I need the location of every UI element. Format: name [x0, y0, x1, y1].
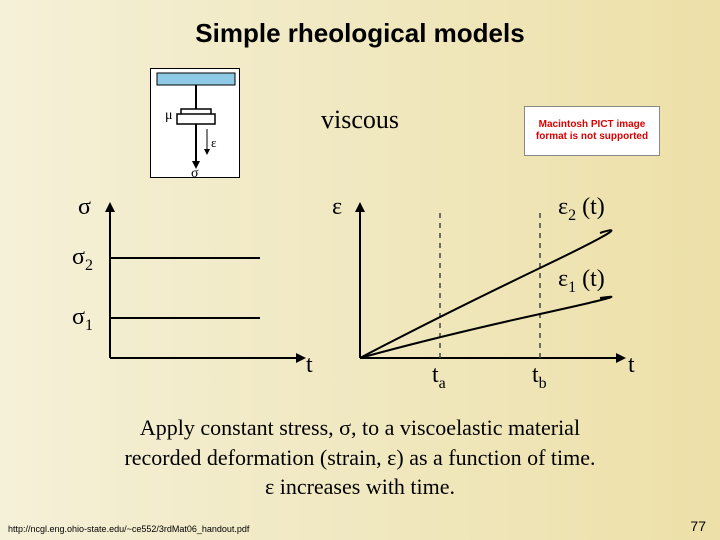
svg-text:ε: ε: [211, 135, 217, 150]
ta-label: ta: [432, 362, 446, 393]
body-text: Apply constant stress, σ, to a viscoelas…: [0, 413, 720, 502]
stress-t-label: t: [306, 352, 313, 379]
eps-axis-label: ε: [332, 194, 342, 221]
pict-error-text: Macintosh PICT image format is not suppo…: [525, 119, 659, 143]
graphs-svg: [0, 188, 720, 398]
graphs-area: σ σ2 σ1 t ε ε2 (t) ε1 (t) ta tb t: [0, 188, 720, 398]
svg-text:μ: μ: [165, 108, 173, 123]
pict-error-box: Macintosh PICT image format is not suppo…: [524, 106, 660, 156]
svg-text:σ: σ: [191, 166, 199, 179]
dashpot-diagram: μ ε σ: [150, 68, 240, 178]
slide-title: Simple rheological models: [0, 0, 720, 49]
sigma2-label: σ2: [72, 244, 93, 275]
sigma1-label: σ1: [72, 304, 93, 335]
eps2-label: ε2 (t): [558, 194, 605, 225]
sigma-axis-label: σ: [78, 194, 91, 221]
strain-t-label: t: [628, 352, 635, 379]
page-number: 77: [690, 518, 706, 534]
footer-url: http://ncgl.eng.ohio-state.edu/~ce552/3r…: [8, 524, 249, 534]
eps1-label: ε1 (t): [558, 266, 605, 297]
tb-label: tb: [532, 362, 547, 393]
